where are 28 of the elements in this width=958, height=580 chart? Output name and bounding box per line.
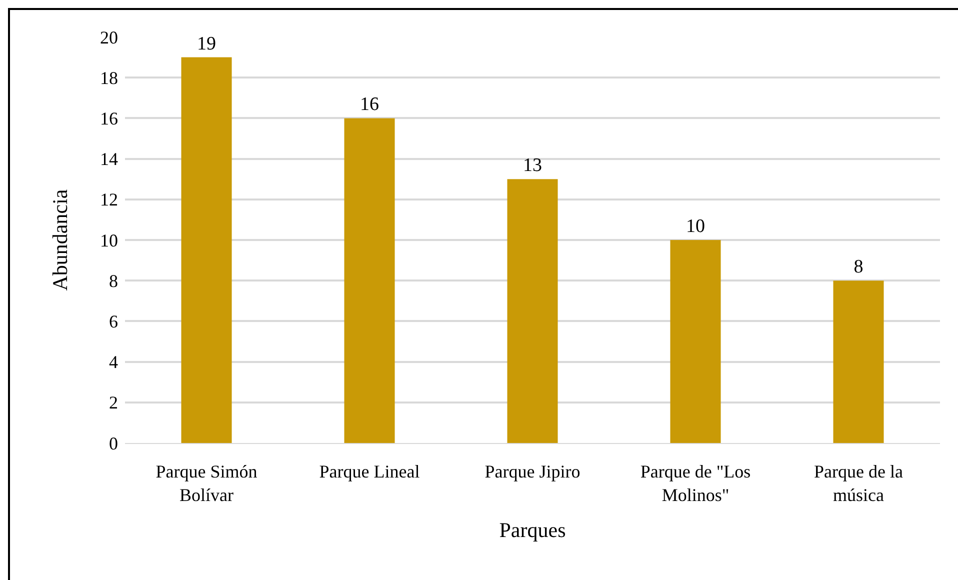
bar [507, 179, 558, 443]
x-tick-label: Parque de la música [814, 462, 903, 505]
data-label: 16 [360, 94, 380, 116]
bar [344, 118, 395, 443]
y-axis-title: Abundancia [48, 188, 72, 291]
x-axis-title: Parques [499, 518, 566, 542]
y-tick-label: 20 [100, 27, 118, 48]
bar [181, 57, 232, 443]
y-tick-label: 18 [100, 68, 118, 88]
y-tick-label: 6 [109, 312, 118, 332]
y-tick-label: 10 [100, 230, 118, 250]
y-tick-label: 12 [100, 190, 118, 210]
bar [670, 240, 721, 443]
y-tick-label: 14 [100, 149, 118, 170]
data-label: 19 [197, 33, 216, 54]
bar [833, 280, 884, 443]
y-tick-label: 8 [109, 270, 118, 291]
y-tick-label: 2 [109, 392, 118, 413]
data-label: 10 [686, 216, 705, 237]
y-tick-label: 4 [109, 352, 118, 372]
data-label: 8 [854, 256, 864, 278]
y-tick-label: 16 [100, 108, 118, 128]
x-tick-label: Parque de "Los Molinos" [640, 462, 751, 505]
data-label: 13 [523, 155, 542, 176]
x-tick-label: Parque Simón Bolívar [156, 462, 258, 505]
y-tick-label: 0 [109, 433, 118, 454]
x-tick-label: Parque Lineal [319, 462, 420, 482]
x-tick-label: Parque Jipiro [484, 462, 580, 482]
